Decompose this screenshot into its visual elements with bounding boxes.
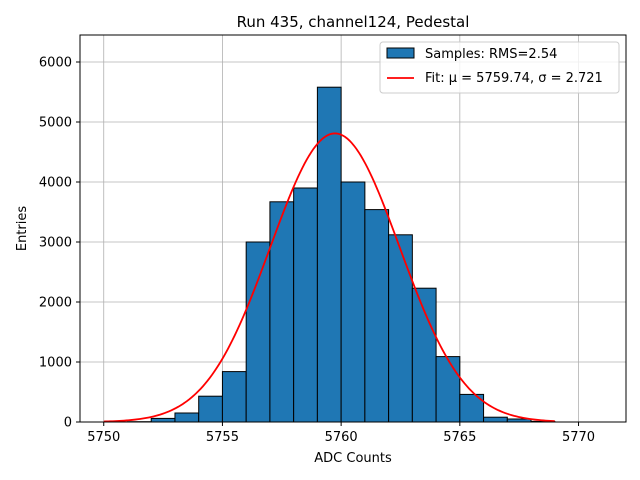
fit-curve xyxy=(103,132,555,423)
y-tick-label: 2000 xyxy=(39,296,72,311)
x-tick-label: 5750 xyxy=(87,430,120,445)
chart-title: Run 435, channel124, Pedestal xyxy=(237,13,470,31)
histogram-bar xyxy=(483,416,508,423)
histogram-bar xyxy=(221,371,247,423)
y-tick-label: 5000 xyxy=(39,116,72,131)
fit-curve-group xyxy=(103,132,555,423)
x-tick-label: 5755 xyxy=(206,430,239,445)
legend-label-samples: Samples: RMS=2.54 xyxy=(425,47,557,62)
histogram-bar xyxy=(340,181,366,423)
x-tick-label: 5765 xyxy=(443,430,476,445)
histogram-bar xyxy=(435,356,461,423)
y-tick-label: 3000 xyxy=(39,236,72,251)
y-tick-label: 0 xyxy=(64,416,72,431)
axis-ticks: 5750 5755 5760 5765 5770 0 1000 2000 3000 4000 500… xyxy=(39,56,595,446)
histogram-bar xyxy=(411,287,437,423)
x-tick-label: 5760 xyxy=(325,430,358,445)
histogram-bar xyxy=(316,86,342,423)
legend-label-fit: Fit: μ = 5759.74, σ = 2.721 xyxy=(425,71,603,86)
y-tick-label: 4000 xyxy=(39,176,72,191)
histogram-bar xyxy=(364,209,390,423)
histogram-bar xyxy=(293,187,318,423)
y-axis-label: Entries xyxy=(15,206,30,252)
histogram-bar xyxy=(198,395,223,423)
histogram-bars xyxy=(126,86,556,423)
histogram-bar xyxy=(150,417,176,423)
histogram-bar xyxy=(245,241,271,423)
plot-frame xyxy=(79,34,627,423)
legend-swatch-samples xyxy=(386,47,415,59)
x-tick-label: 5770 xyxy=(562,430,595,445)
histogram-bar xyxy=(388,234,413,423)
y-tick-label: 1000 xyxy=(39,356,72,371)
x-axis-label: ADC Counts xyxy=(314,451,392,466)
histogram-bar xyxy=(174,412,200,423)
histogram-bar xyxy=(269,201,295,423)
legend-box xyxy=(379,41,620,94)
y-tick-label: 6000 xyxy=(39,56,72,71)
legend: Samples: RMS=2.54 Fit: μ = 5759.74, σ = … xyxy=(379,41,620,94)
